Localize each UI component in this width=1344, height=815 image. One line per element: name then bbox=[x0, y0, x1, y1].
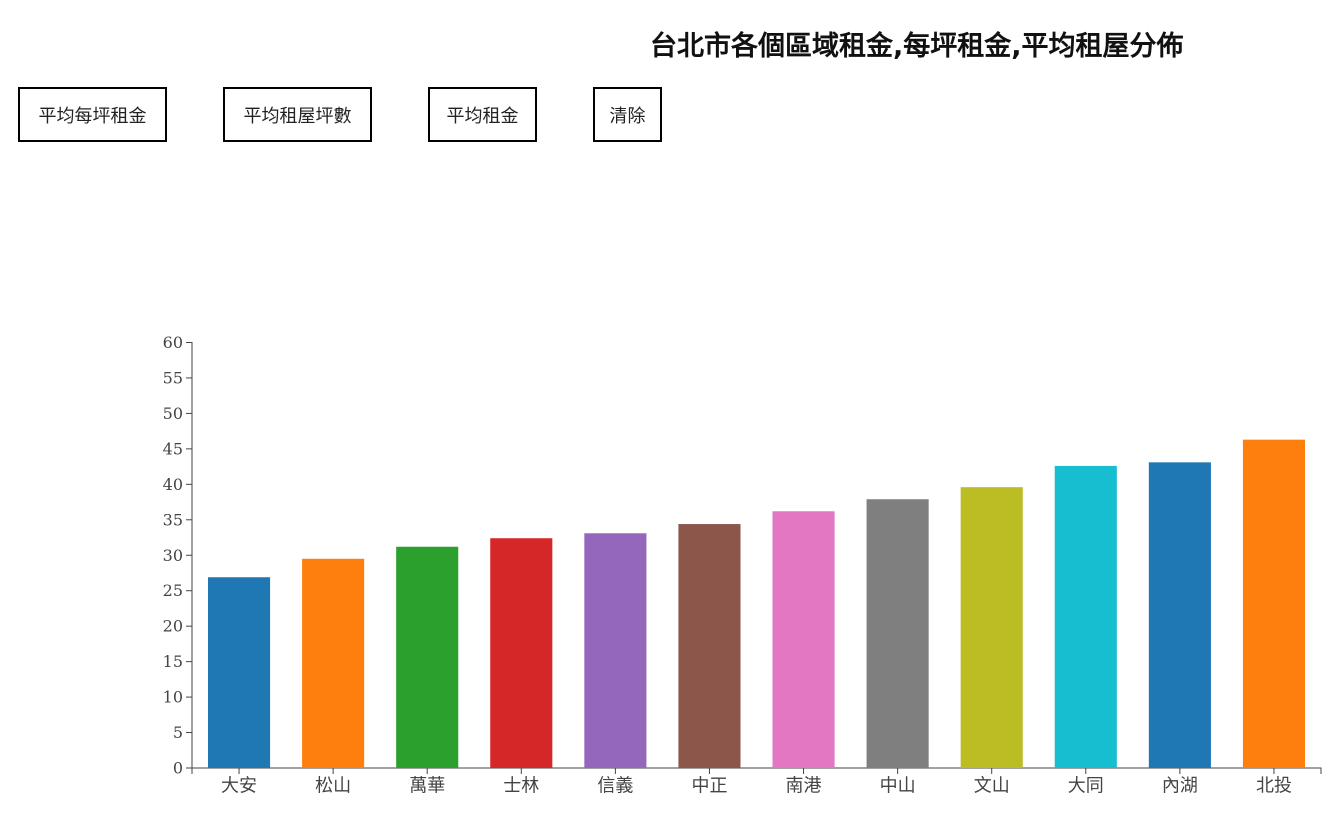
x-tick-label: 松山 bbox=[315, 776, 351, 797]
y-tick-label: 40 bbox=[163, 475, 183, 494]
bar[interactable] bbox=[1242, 439, 1306, 768]
x-tick-label: 文山 bbox=[974, 776, 1010, 797]
avg-rent-per-ping-button[interactable]: 平均每坪租金 bbox=[18, 87, 167, 142]
bars bbox=[207, 439, 1306, 768]
bar[interactable] bbox=[772, 511, 835, 768]
x-tick-label: 大安 bbox=[221, 776, 257, 797]
y-tick-label: 30 bbox=[163, 546, 183, 565]
y-tick-label: 60 bbox=[163, 333, 183, 352]
bar[interactable] bbox=[584, 533, 647, 768]
x-tick-label: 中山 bbox=[880, 776, 916, 797]
x-tick-label: 南港 bbox=[786, 776, 822, 797]
y-tick-label: 0 bbox=[173, 759, 183, 778]
y-tick-label: 25 bbox=[163, 581, 183, 600]
x-tick-label: 大同 bbox=[1068, 776, 1104, 797]
y-tick-label: 10 bbox=[163, 688, 183, 707]
bar[interactable] bbox=[207, 577, 271, 768]
bar[interactable] bbox=[490, 538, 553, 768]
bar[interactable] bbox=[866, 499, 929, 768]
y-axis: 0 5 10 15 20 25 30 35 40 45 50 55 60 bbox=[163, 333, 193, 778]
x-tick-label: 內湖 bbox=[1162, 776, 1198, 797]
bar[interactable] bbox=[396, 546, 459, 768]
bar[interactable] bbox=[960, 487, 1023, 768]
x-tick-label: 中正 bbox=[691, 776, 727, 797]
x-tick-label: 萬華 bbox=[409, 776, 445, 797]
x-axis: 大安 松山 萬華 士林 信義 中正 南港 中山 文山 大同 內湖 北投 bbox=[191, 767, 1322, 797]
y-tick-label: 55 bbox=[163, 368, 183, 387]
y-tick-label: 15 bbox=[163, 652, 183, 671]
bar[interactable] bbox=[1054, 465, 1117, 768]
page-title: 台北市各個區域租金,每坪租金,平均租屋分佈 bbox=[650, 31, 1184, 62]
bar[interactable] bbox=[678, 524, 741, 768]
bar[interactable] bbox=[302, 558, 365, 768]
y-tick-label: 20 bbox=[163, 617, 183, 636]
y-tick-label: 5 bbox=[173, 723, 183, 742]
x-tick-label: 士林 bbox=[503, 776, 539, 797]
avg-rent-button[interactable]: 平均租金 bbox=[428, 87, 537, 142]
clear-button[interactable]: 清除 bbox=[593, 87, 662, 142]
y-tick-label: 50 bbox=[163, 404, 183, 423]
y-tick-label: 45 bbox=[163, 439, 183, 458]
bar[interactable] bbox=[1148, 462, 1211, 768]
y-tick-label: 35 bbox=[163, 510, 183, 529]
avg-rental-size-button[interactable]: 平均租屋坪數 bbox=[223, 87, 372, 142]
x-tick-label: 信義 bbox=[597, 776, 633, 797]
x-tick-label: 北投 bbox=[1256, 776, 1292, 797]
x-axis-line bbox=[191, 767, 1322, 774]
